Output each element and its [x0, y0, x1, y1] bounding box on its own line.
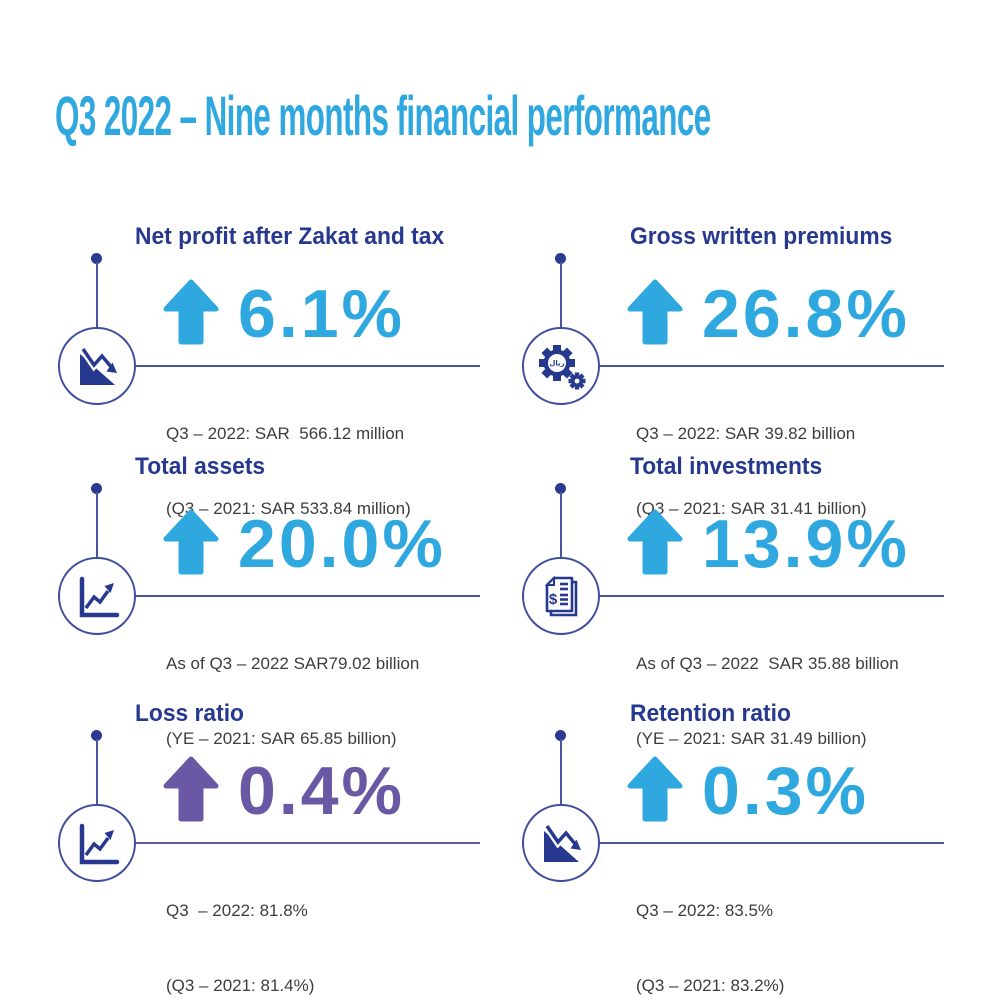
metric-value: 20.0% — [238, 506, 446, 582]
divider-line — [97, 365, 480, 367]
metric-value: 0.4% — [238, 753, 405, 829]
detail-current: Q3 – 2022: 83.5% — [636, 901, 774, 920]
metric-title: Retention ratio — [630, 700, 791, 727]
metric-details: As of Q3 – 2022 SAR79.02 billion (YE – 2… — [166, 601, 419, 801]
divider-line — [97, 595, 480, 597]
rising-chart-icon — [79, 576, 120, 618]
detail-current: Q3 – 2022: SAR 566.12 million — [166, 424, 405, 443]
connector-dot — [555, 253, 566, 264]
metric-icon-circle: ريال — [522, 327, 600, 405]
connector-dot — [555, 730, 566, 741]
up-arrow-icon — [163, 509, 219, 575]
up-arrow-icon — [163, 756, 219, 822]
invoice-dollar-icon: $ — [544, 575, 578, 617]
metric-card-total-assets: Total assets 20.0% As of Q3 – 2022 SAR79… — [58, 449, 480, 748]
svg-text:ريال: ريال — [549, 360, 564, 368]
detail-previous: (Q3 – 2021: 83.2%) — [636, 976, 785, 995]
metric-details: Q3 – 2022: 83.5% (Q3 – 2021: 83.2%) — [636, 848, 784, 1000]
connector-dot — [91, 253, 102, 264]
detail-current: As of Q3 – 2022 SAR 35.88 billion — [636, 654, 899, 673]
detail-current: Q3 – 2022: 81.8% — [166, 901, 308, 920]
connector-line — [559, 739, 562, 808]
divider-line — [97, 842, 480, 844]
metric-title: Net profit after Zakat and tax — [135, 223, 445, 250]
metric-card-retention-ratio: Retention ratio 0.3% Q3 – 2022: 83.5% (Q… — [522, 696, 944, 995]
divider-line — [561, 842, 944, 844]
up-arrow-icon — [627, 279, 683, 345]
metric-icon-circle — [58, 557, 136, 635]
connector-line — [95, 739, 98, 808]
metric-details: Q3 – 2022: 81.8% (Q3 – 2021: 81.4%) — [166, 848, 314, 1000]
divider-line — [561, 365, 944, 367]
connector-dot — [91, 483, 102, 494]
metric-icon-circle — [522, 804, 600, 882]
detail-previous: (Q3 – 2021: 81.4%) — [166, 976, 315, 995]
connector-dot — [91, 730, 102, 741]
metric-value: 6.1% — [238, 276, 405, 352]
page-title: Q3 2022 – Nine months financial performa… — [55, 84, 711, 147]
divider-line — [561, 595, 944, 597]
metric-icon-circle — [58, 327, 136, 405]
metric-card-net-profit: Net profit after Zakat and tax 6.1% Q3 –… — [58, 219, 480, 518]
detail-current: As of Q3 – 2022 SAR79.02 billion — [166, 654, 420, 673]
metric-details: Q3 – 2022: SAR 566.12 million (Q3 – 2021… — [166, 371, 411, 571]
declining-chart-icon — [79, 346, 117, 385]
connector-line — [559, 262, 562, 331]
metric-title: Total assets — [135, 453, 266, 480]
metric-value: 26.8% — [702, 276, 910, 352]
connector-dot — [555, 483, 566, 494]
metric-details: As of Q3 – 2022 SAR 35.88 billion (YE – … — [636, 601, 899, 801]
metric-icon-circle: $ — [522, 557, 600, 635]
declining-chart-icon — [543, 823, 581, 862]
metric-title: Loss ratio — [135, 700, 244, 727]
metric-title: Gross written premiums — [630, 223, 893, 250]
metric-card-gross-written-premiums: ريال Gross written premiums 26.8% Q3 – 2… — [522, 219, 944, 518]
detail-previous: (YE – 2021: SAR 65.85 billion) — [166, 729, 397, 748]
metric-title: Total investments — [630, 453, 823, 480]
up-arrow-icon — [163, 279, 219, 345]
metric-icon-circle — [58, 804, 136, 882]
metric-details: Q3 – 2022: SAR 39.82 billion (Q3 – 2021:… — [636, 371, 867, 571]
detail-current: Q3 – 2022: SAR 39.82 billion — [636, 424, 856, 443]
metric-card-total-investments: $ Total investments 13.9% As of Q3 – 202… — [522, 449, 944, 748]
svg-text:$: $ — [549, 591, 558, 608]
up-arrow-icon — [627, 509, 683, 575]
up-arrow-icon — [627, 756, 683, 822]
metric-card-loss-ratio: Loss ratio 0.4% Q3 – 2022: 81.8% (Q3 – 2… — [58, 696, 480, 995]
detail-previous: (YE – 2021: SAR 31.49 billion) — [636, 729, 867, 748]
connector-line — [95, 492, 98, 561]
metric-value: 13.9% — [702, 506, 910, 582]
metric-value: 0.3% — [702, 753, 869, 829]
connector-line — [559, 492, 562, 561]
rising-chart-icon — [79, 823, 120, 865]
connector-line — [95, 262, 98, 331]
gear-riyal-icon: ريال — [539, 345, 586, 390]
